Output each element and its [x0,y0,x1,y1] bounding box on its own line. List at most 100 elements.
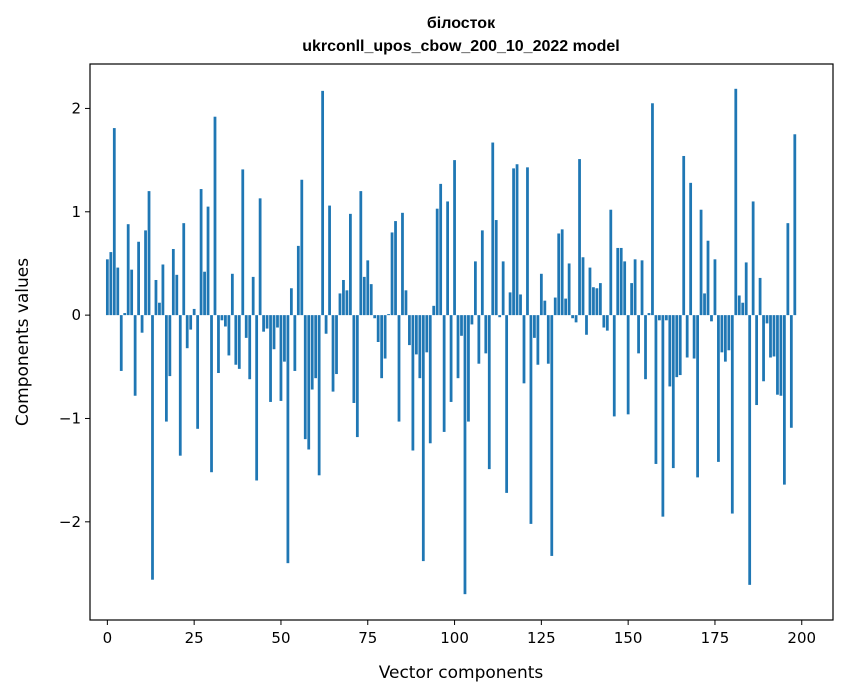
bar-component-171 [699,209,703,316]
bar-component-186 [751,201,755,316]
bar-component-117 [512,168,515,316]
bar-component-172 [703,293,706,316]
bar-component-83 [394,221,397,316]
bar-component-60 [314,315,318,379]
bar-component-78 [376,315,380,342]
bar-component-194 [779,315,783,396]
chart-title: білосток [427,15,496,32]
bar-component-85 [401,212,404,316]
bar-component-86 [404,290,408,316]
bar-component-121 [526,167,529,316]
bar-component-111 [491,142,495,316]
bar-component-14 [154,279,158,316]
bar-component-12 [147,191,151,316]
bar-component-62 [321,90,325,316]
bar-component-137 [581,257,585,316]
bar-component-66 [335,315,338,375]
bar-component-98 [446,201,450,316]
bar-component-95 [435,208,439,316]
bar-component-134 [571,315,574,319]
bar-component-4 [119,315,123,371]
bar-component-71 [352,315,356,403]
bar-component-44 [258,198,262,316]
bar-component-69 [345,290,349,316]
bar-component-24 [189,315,193,330]
bar-component-57 [303,315,307,440]
bar-component-90 [418,315,422,379]
bar-component-120 [522,315,526,384]
bar-component-91 [421,315,425,562]
bar-component-10 [140,315,144,333]
bar-component-1 [109,252,113,316]
bar-component-157 [651,103,654,316]
x-tick-label: 175 [701,629,730,647]
bar-component-148 [619,247,623,316]
bar-component-68 [342,279,345,316]
bar-component-106 [473,261,477,316]
bar-component-13 [151,315,154,580]
chart-subtitle: ukrconll_upos_cbow_200_10_2022 model [302,38,619,55]
bar-component-109 [484,315,488,354]
bar-component-64 [328,205,331,316]
bar-component-161 [664,315,668,321]
bar-component-22 [182,223,186,316]
bar-component-73 [359,191,363,316]
bar-component-92 [425,315,429,353]
bar-component-142 [598,283,602,316]
bar-component-34 [224,315,227,327]
bar-component-54 [293,315,297,371]
bar-component-136 [578,159,581,316]
bar-component-18 [168,315,172,377]
bar-component-87 [408,315,411,346]
bar-component-191 [769,315,772,358]
bar-component-198 [793,134,797,316]
bar-component-6 [126,224,130,316]
bar-component-188 [758,277,762,316]
bar-component-115 [505,315,509,493]
x-tick-label: 50 [271,629,290,647]
bar-component-100 [453,160,456,316]
bar-component-184 [744,262,748,316]
bar-component-105 [470,315,474,325]
bar-component-27 [199,189,203,316]
bar-component-47 [269,315,272,402]
y-tick-label: −1 [59,409,81,427]
bar-component-177 [720,315,724,353]
bar-component-183 [741,302,745,316]
x-tick-label: 75 [358,629,377,647]
bar-component-7 [130,269,134,316]
bar-component-15 [158,302,161,316]
bar-component-140 [592,287,595,316]
bar-component-149 [623,261,627,316]
bar-component-102 [460,315,463,336]
bar-component-25 [192,308,196,316]
bar-component-160 [661,315,665,517]
bar-component-164 [675,315,679,378]
bar-component-38 [237,315,241,369]
y-tick-label: 0 [71,306,81,324]
bar-component-65 [331,315,335,392]
bar-component-3 [116,267,120,316]
bar-component-2 [112,128,116,316]
bar-component-16 [161,264,165,316]
bar-component-144 [605,315,609,331]
bar-component-48 [272,315,276,350]
bar-component-162 [668,315,672,387]
bar-component-132 [564,298,568,316]
bar-component-81 [387,314,390,316]
bar-component-75 [366,260,370,316]
bar-component-156 [647,313,651,316]
bar-component-174 [710,315,713,322]
bar-component-122 [529,315,533,524]
x-tick-label: 25 [185,629,204,647]
bar-component-76 [369,284,373,316]
bar-component-176 [717,315,720,462]
bar-component-28 [203,271,206,316]
bar-component-96 [439,183,443,316]
bar-component-159 [658,315,661,321]
bar-component-99 [449,315,453,402]
bar-component-42 [251,276,255,316]
bar-component-97 [442,315,446,432]
y-axis-label: Components values [13,258,33,426]
bar-component-123 [533,315,536,338]
